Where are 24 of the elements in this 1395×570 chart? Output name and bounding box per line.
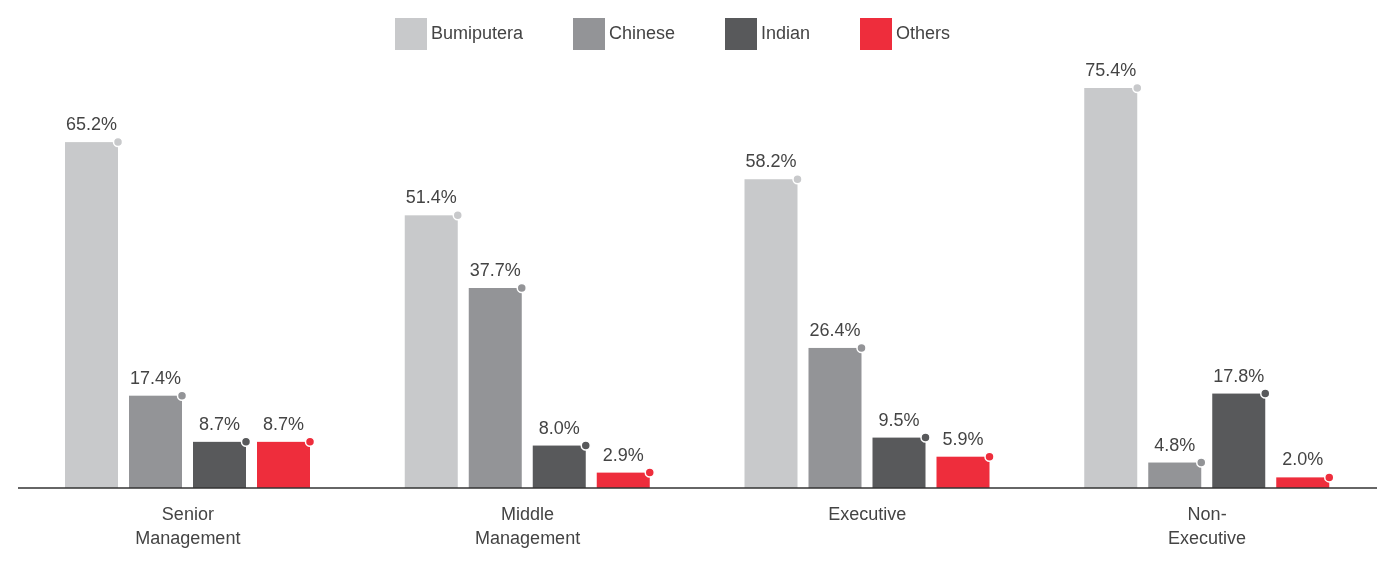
data-label: 37.7% [469,260,521,280]
legend-label: Others [896,22,951,43]
data-label: 75.4% [1085,60,1137,80]
legend-label: Bumiputera [430,22,523,43]
x-tick-label: Non-Executive [1168,504,1247,548]
x-tick-label: Middle Management [475,504,581,548]
data-label: 8.7% [262,413,305,434]
data-label: 17.4% [129,367,182,388]
data-label: 65.2% [65,114,118,135]
data-label: 2.0% [1282,449,1324,470]
data-label: 58.2% [745,151,797,172]
data-label: 26.4% [809,319,861,340]
data-label: 4.8% [1154,434,1196,455]
x-tick-label: Senior Management [135,504,241,548]
data-label: 17.8% [1213,365,1265,386]
legend-label: Indian [761,22,811,43]
data-label: 8.7% [198,413,241,434]
data-label: 5.9% [942,428,984,449]
data-label: 2.9% [602,444,644,465]
legend-label: Chinese [608,22,676,43]
data-label: 8.0% [538,417,580,438]
x-tick-label: Executive [828,504,907,524]
data-label: 51.4% [405,187,457,208]
data-label: 9.5% [878,409,920,430]
